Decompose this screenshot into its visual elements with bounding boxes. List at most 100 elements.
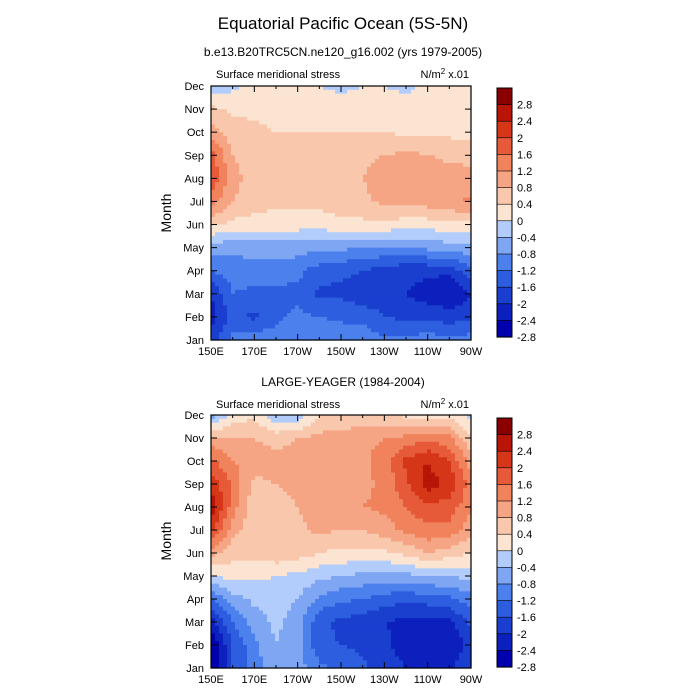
contour-cell	[431, 209, 436, 214]
contour-cell	[291, 116, 296, 122]
contour-cell	[211, 259, 216, 264]
contour-cell	[367, 143, 372, 149]
contour-cell	[251, 332, 256, 337]
contour-cell	[223, 136, 228, 141]
contour-cell	[243, 136, 248, 141]
contour-cell	[351, 236, 356, 241]
contour-cell	[279, 274, 284, 280]
contour-cell	[395, 182, 400, 187]
contour-cell	[387, 251, 392, 256]
contour-cell	[339, 151, 344, 156]
contour-cell	[463, 112, 468, 118]
contour-cell	[423, 205, 428, 210]
contour-cell	[351, 220, 356, 226]
contour-cell	[291, 293, 296, 299]
contour-cell	[399, 159, 404, 164]
contour-cell	[219, 236, 224, 241]
contour-cell	[211, 205, 216, 210]
contour-cell	[439, 263, 444, 268]
contour-cell	[343, 320, 348, 326]
contour-cell	[291, 166, 296, 172]
contour-cell	[279, 422, 284, 428]
contour-cell	[263, 205, 268, 210]
contour-cell	[319, 182, 324, 187]
contour-cell	[307, 266, 312, 272]
contour-cell	[219, 89, 224, 95]
contour-cell	[363, 301, 368, 306]
contour-cell	[231, 316, 236, 322]
contour-cell	[455, 189, 460, 195]
contour-cell	[215, 197, 220, 203]
contour-cell	[419, 197, 424, 203]
contour-cell	[427, 86, 432, 91]
contour-cell	[383, 289, 388, 295]
contour-cell	[219, 239, 224, 245]
contour-cell	[271, 259, 276, 264]
contour-cell	[255, 336, 260, 341]
contour-cell	[439, 205, 444, 210]
contour-cell	[431, 174, 436, 179]
contour-cell	[411, 430, 416, 435]
contour-cell	[247, 201, 252, 206]
contour-cell	[383, 205, 388, 210]
contour-cell	[251, 263, 256, 268]
contour-cell	[215, 86, 220, 91]
contour-cell	[399, 266, 404, 272]
contour-cell	[299, 136, 304, 141]
contour-cell	[383, 236, 388, 241]
contour-cell	[223, 224, 228, 229]
contour-cell	[331, 430, 336, 435]
contour-cell	[271, 216, 276, 222]
contour-cell	[307, 216, 312, 222]
contour-cell	[359, 224, 364, 229]
contour-cell	[215, 263, 220, 268]
contour-cell	[331, 189, 336, 195]
contour-cell	[343, 132, 348, 137]
contour-cell	[343, 151, 348, 156]
contour-cell	[275, 143, 280, 149]
contour-cell	[275, 139, 280, 145]
contour-cell	[243, 155, 248, 160]
contour-cell	[327, 178, 332, 183]
contour-cell	[439, 441, 444, 447]
contour-cell	[339, 155, 344, 160]
contour-cell	[387, 162, 392, 168]
contour-cell	[435, 159, 440, 164]
contour-cell	[303, 309, 308, 314]
contour-cell	[403, 255, 408, 260]
contour-cell	[395, 93, 400, 99]
contour-cell	[311, 216, 316, 222]
contour-cell	[255, 313, 260, 318]
contour-cell	[387, 316, 392, 322]
colorbar-box	[496, 237, 513, 255]
contour-cell	[271, 297, 276, 303]
contour-cell	[387, 136, 392, 141]
contour-cell	[359, 313, 364, 318]
contour-cell	[247, 216, 252, 222]
contour-cell	[383, 136, 388, 141]
contour-cell	[403, 441, 408, 447]
contour-cell	[363, 266, 368, 272]
contour-cell	[339, 143, 344, 149]
contour-cell	[231, 282, 236, 287]
contour-cell	[231, 232, 236, 237]
contour-cell	[263, 136, 268, 141]
contour-cell	[235, 236, 240, 241]
contour-cell	[267, 274, 272, 280]
contour-cell	[211, 224, 216, 229]
contour-cell	[271, 305, 276, 310]
contour-cell	[447, 228, 452, 233]
contour-cell	[259, 128, 264, 133]
contour-cell	[359, 270, 364, 276]
colorbar-box	[496, 286, 513, 305]
contour-cell	[327, 132, 332, 137]
contour-cell	[399, 259, 404, 264]
contour-cell	[371, 136, 376, 141]
contour-cell	[403, 205, 408, 210]
contour-cell	[351, 415, 356, 420]
contour-cell	[271, 201, 276, 206]
contour-cell	[243, 89, 248, 95]
contour-cell	[243, 297, 248, 303]
contour-cell	[279, 216, 284, 222]
contour-cell	[235, 286, 240, 291]
